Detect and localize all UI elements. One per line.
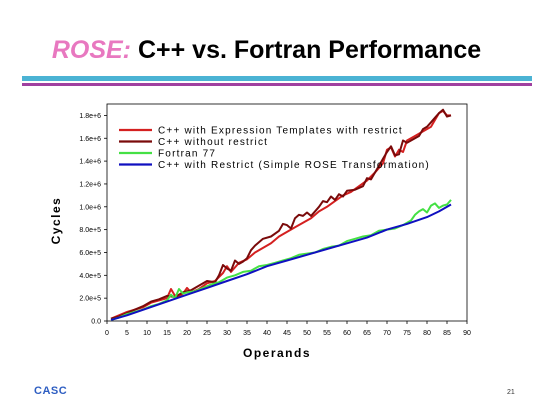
x-tick-label: 65 [363, 330, 371, 337]
y-tick-label: 2.0e+5 [79, 296, 101, 303]
legend-label-1: C++ with Expression Templates with restr… [158, 126, 403, 137]
slide-title-rest: C++ vs. Fortran Performance [131, 36, 482, 64]
legend-label-4: C++ with Restrict (Simple ROSE Transform… [158, 160, 430, 171]
x-tick-label: 55 [323, 330, 331, 337]
legend-label-3: Fortran 77 [158, 149, 216, 160]
y-tick-label: 1.6e+6 [79, 136, 101, 143]
x-tick-label: 5 [125, 330, 129, 337]
x-tick-label: 45 [283, 330, 291, 337]
x-axis-title: Operands [243, 346, 311, 360]
x-tick-label: 0 [105, 330, 109, 337]
x-tick-label: 15 [163, 330, 171, 337]
slide-title-prefix: ROSE: [51, 36, 132, 64]
title-underline-magenta [22, 83, 532, 86]
slide-title: ROSE: C++ vs. Fortran Performance [0, 36, 533, 65]
x-tick-label: 80 [423, 330, 431, 337]
series-line-4 [110, 203, 452, 321]
y-tick-label: 1.8e+6 [79, 113, 101, 120]
y-tick-label: 1.0e+6 [79, 204, 101, 211]
y-axis-title: Cycles [49, 197, 63, 245]
x-tick-label: 70 [383, 330, 391, 337]
x-tick-label: 60 [343, 330, 351, 337]
legend-label-2: C++ without restrict [158, 137, 268, 148]
x-tick-label: 35 [243, 330, 251, 337]
x-tick-label: 10 [143, 330, 151, 337]
x-tick-label: 50 [303, 330, 311, 337]
y-tick-label: 1.4e+6 [79, 159, 101, 166]
y-tick-label: 8.0e+5 [79, 227, 101, 234]
x-tick-label: 75 [403, 330, 411, 337]
title-underline-cyan [22, 76, 532, 81]
page-number: 21 [507, 389, 515, 396]
series-line-3 [110, 199, 452, 321]
x-tick-label: 30 [223, 330, 231, 337]
y-tick-label: 4.0e+5 [79, 273, 101, 280]
x-tick-label: 20 [183, 330, 191, 337]
x-tick-label: 90 [463, 330, 471, 337]
casc-logo: CASC [34, 385, 68, 397]
y-tick-label: 6.0e+5 [79, 250, 101, 257]
y-tick-label: 1.2e+6 [79, 181, 101, 188]
x-tick-label: 40 [263, 330, 271, 337]
series-line-2 [110, 108, 452, 320]
x-tick-label: 25 [203, 330, 211, 337]
y-tick-label: 0.0 [91, 319, 101, 326]
x-tick-label: 85 [443, 330, 451, 337]
